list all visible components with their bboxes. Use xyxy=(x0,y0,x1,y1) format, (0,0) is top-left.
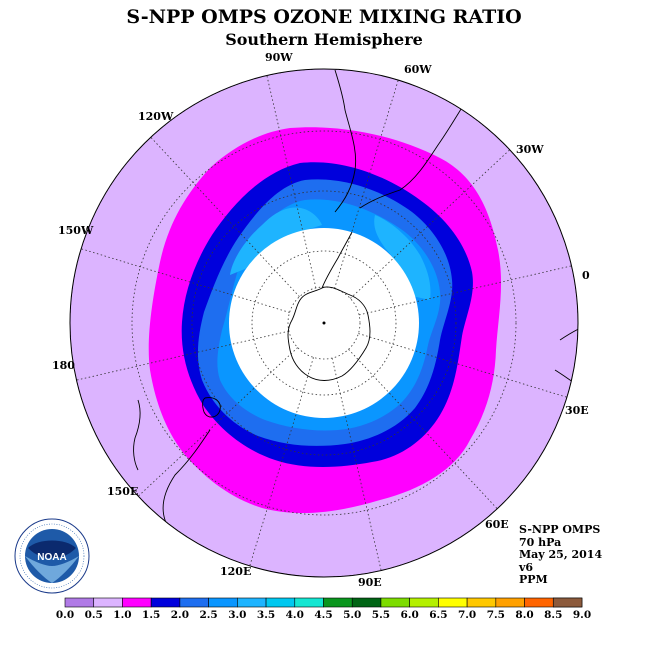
meridian-line xyxy=(150,136,300,297)
lon-label-60e: 60E xyxy=(485,518,509,531)
lon-label-60w: 60W xyxy=(404,63,432,76)
meridian-line xyxy=(334,79,399,289)
info-date: May 25, 2014 xyxy=(519,548,603,562)
globe-outline xyxy=(69,68,579,578)
meridian-line xyxy=(358,333,568,398)
lon-label-90e: 90E xyxy=(358,576,382,589)
south-pole-marker xyxy=(322,321,326,325)
info-block: S-NPP OMPS 70 hPa May 25, 2014 v6 PPM xyxy=(519,523,603,587)
page-subtitle: Southern Hemisphere xyxy=(225,30,423,49)
meridian-line xyxy=(358,265,572,316)
south-america-coast xyxy=(334,69,357,213)
new-zealand-coast xyxy=(133,399,141,471)
page-title: S-NPP OMPS OZONE MIXING RATIO xyxy=(126,6,522,28)
lon-label-180: 180 xyxy=(52,359,75,372)
lon-label-150e: 150E xyxy=(107,485,138,498)
lon-label-30e: 30E xyxy=(565,404,589,417)
south-america-coast-2 xyxy=(359,94,471,209)
meridian-line xyxy=(266,75,317,289)
info-pressure: 70 hPa xyxy=(519,535,562,549)
lon-label-30w: 30W xyxy=(516,143,544,156)
logo-text: NOAA xyxy=(37,552,66,563)
meridian-line xyxy=(137,347,298,497)
meridian-line xyxy=(76,330,290,381)
tasmania-coast xyxy=(202,397,221,418)
meridian-line xyxy=(80,248,290,313)
meridian-line xyxy=(348,349,498,510)
info-units: PPM xyxy=(519,573,548,587)
meridian-line xyxy=(350,149,511,299)
noaa-logo: NOAA xyxy=(14,518,90,594)
longitude-labels: 90W 60W 30W 0 30E 60E 90E 120E 150E 180 … xyxy=(52,51,590,589)
lon-label-150w: 150W xyxy=(58,224,94,237)
meridian-line xyxy=(249,357,314,567)
lon-label-0: 0 xyxy=(582,269,590,282)
antarctica-coast xyxy=(287,286,371,381)
lon-label-120e: 120E xyxy=(220,565,251,578)
lon-label-120w: 120W xyxy=(138,110,174,123)
ozone-band-3.0-3.5 xyxy=(230,207,431,300)
antarctic-peninsula xyxy=(321,231,353,289)
meridian-grid xyxy=(76,75,572,571)
lon-label-90w: 90W xyxy=(265,51,293,64)
meridian-line xyxy=(331,357,382,571)
info-version: v6 xyxy=(519,560,534,574)
info-instrument: S-NPP OMPS xyxy=(519,523,601,536)
